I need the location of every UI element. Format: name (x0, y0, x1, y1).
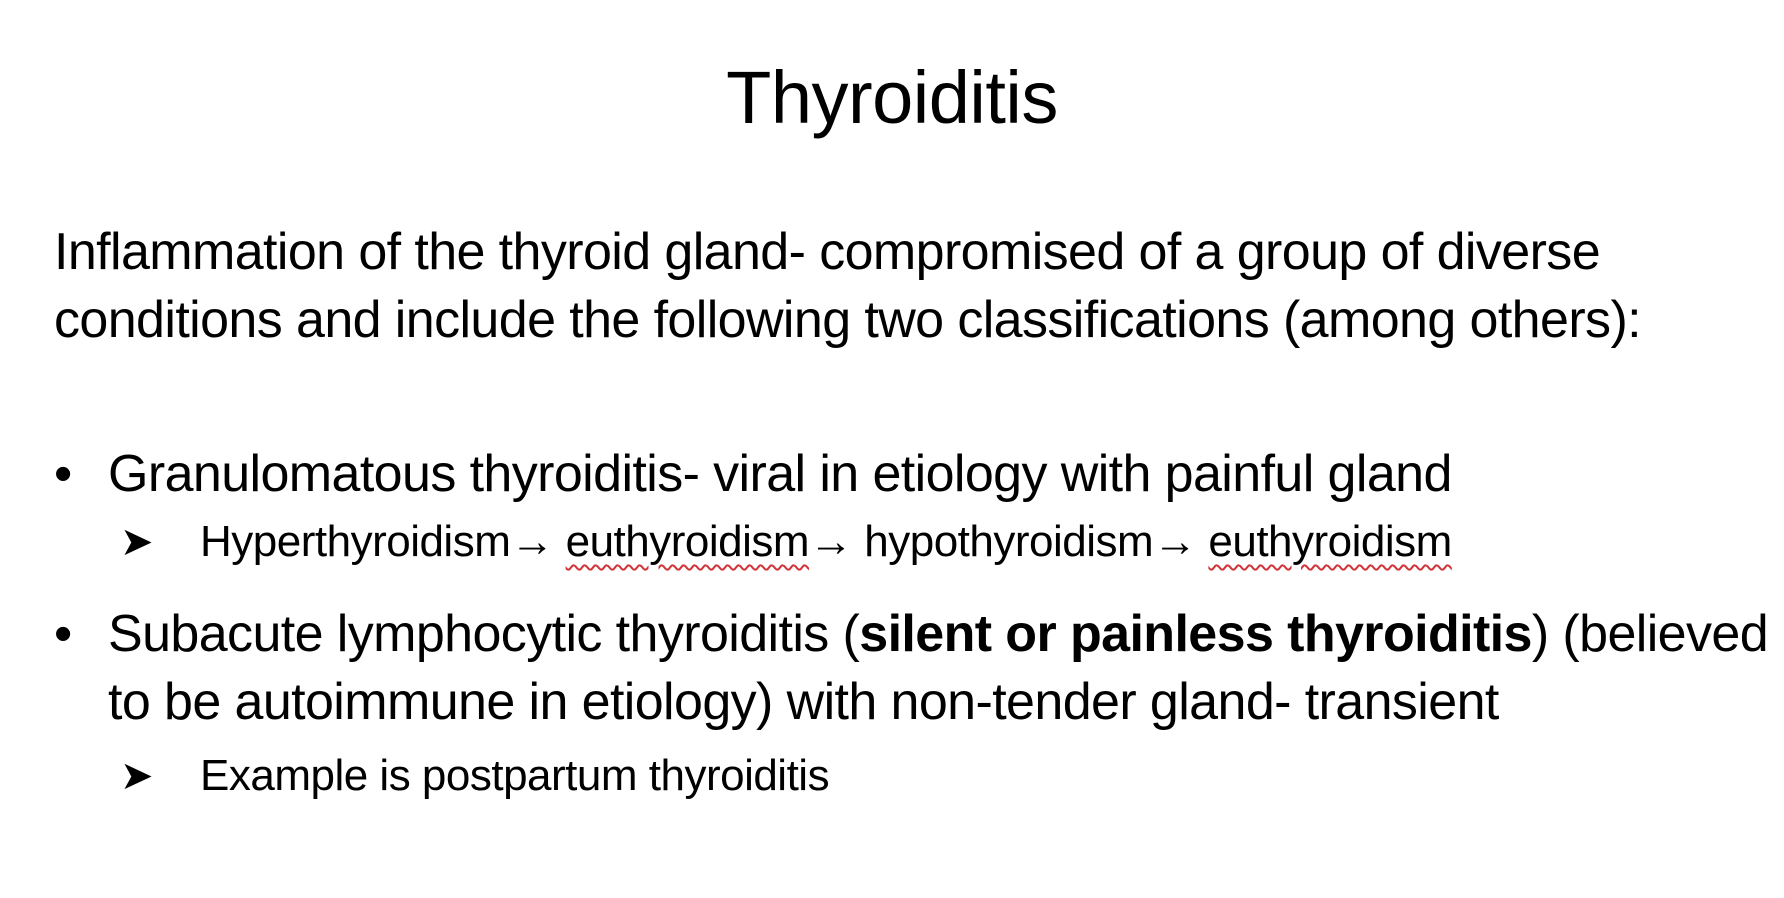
bullet-text: Subacute lymphocytic thyroiditis (silent… (108, 600, 1770, 736)
intro-paragraph: Inflammation of the thyroid gland- compr… (54, 223, 1642, 349)
sub-bullet-text: Hyperthyroidism→ euthyroidism→ hypothyro… (200, 512, 1770, 572)
bullet-granulomatous: • Granulomatous thyroiditis- viral in et… (54, 440, 1770, 572)
arrow-bullet-icon: ➤ (120, 754, 154, 798)
spellcheck-word[interactable]: euthyroidism (1208, 517, 1452, 566)
sub-bullet-progression: ➤ Hyperthyroidism→ euthyroidism→ hypothy… (120, 512, 1770, 572)
bullet-text-part: ) (believed to be autoimmune in etiology… (108, 605, 1769, 731)
bullet-item: • Subacute lymphocytic thyroiditis (sile… (54, 600, 1770, 736)
bullet-dot-icon: • (54, 445, 72, 503)
spellcheck-word[interactable]: euthyroidism (565, 517, 810, 566)
bullet-item: • Granulomatous thyroiditis- viral in et… (54, 440, 1770, 508)
bullet-subacute-lymphocytic: • Subacute lymphocytic thyroiditis (sile… (54, 600, 1770, 806)
bullet-text-part: Subacute lymphocytic thyroiditis ( (108, 605, 860, 663)
bullet-text: Granulomatous thyroiditis- viral in etio… (108, 445, 1452, 503)
sub-bullet-example: ➤ Example is postpartum thyroiditis (120, 746, 1770, 806)
bullet-dot-icon: • (54, 605, 72, 663)
sub-bullet-text: Example is postpartum thyroiditis (200, 751, 830, 800)
arrow-bullet-icon: ➤ (120, 520, 154, 564)
sub-text-part: Hyperthyroidism→ (200, 517, 566, 566)
sub-text-part: → hypothyroidism→ (809, 517, 1209, 566)
bullet-bold-text: silent or painless thyroiditis (859, 605, 1532, 663)
slide-title: Thyroiditis (726, 56, 1058, 139)
